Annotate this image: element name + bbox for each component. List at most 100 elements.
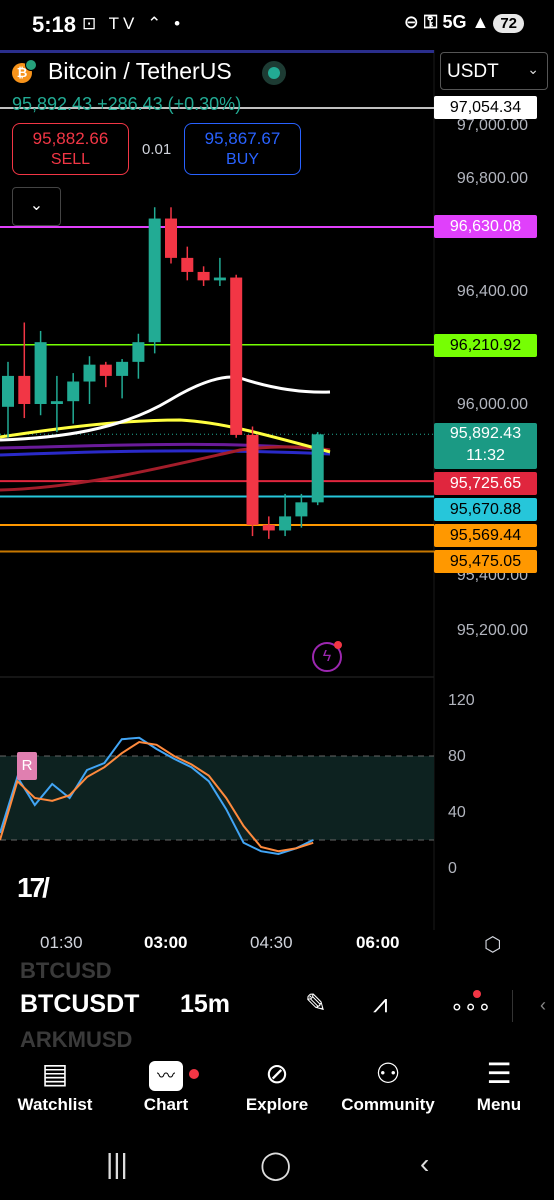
price-label-red: 95,725.65 — [434, 472, 537, 495]
candle-down — [181, 257, 194, 272]
signal-icons: ⊖ ⚿ 5G ▲ — [403, 12, 490, 32]
market-status-icon[interactable] — [262, 61, 286, 85]
compass-icon: ⊘ — [265, 1058, 289, 1089]
bottom-nav: ▤ Watchlist 〰 Chart ⊘ Explore ⚇ Communit… — [0, 1045, 554, 1125]
nav-label: Watchlist — [17, 1095, 93, 1114]
time-tick: 03:00 — [144, 933, 188, 952]
oscillator-k-line — [0, 736, 314, 856]
oscillator-d-line — [0, 740, 314, 853]
oscillator-tick: 0 — [448, 860, 457, 877]
buy-label: BUY — [226, 151, 259, 168]
price-label-orange: 95,569.44 — [434, 524, 537, 547]
last-price-label: 95,892.43 11:32 — [434, 423, 537, 469]
collapse-panel-button[interactable]: ⌄ — [12, 187, 61, 226]
candle-up — [116, 361, 129, 376]
spread-value: 0.01 — [142, 141, 172, 158]
candle-down — [246, 434, 259, 525]
last-price: 95,892.43 — [449, 425, 522, 442]
currency-value: USDT — [447, 61, 499, 82]
price-label-orange-2: 95,475.05 — [434, 550, 537, 573]
chevron-left-icon[interactable]: ‹ — [540, 995, 546, 1015]
status-time: 5:18 — [32, 12, 77, 37]
price-tick: 96,800.00 — [456, 170, 528, 187]
recent-apps-icon[interactable]: ||| — [106, 1148, 128, 1179]
next-symbol[interactable]: ARKMUSD — [20, 1027, 133, 1052]
price-tick: 96,400.00 — [456, 283, 528, 300]
replay-badge[interactable]: R — [17, 752, 37, 780]
time-tick: 06:00 — [356, 933, 400, 952]
candle-up — [50, 401, 63, 404]
ma-line-blue — [0, 449, 331, 457]
status-system-icons: ⊖ ⚿ 5G ▲ 72 — [404, 12, 524, 33]
price-change-quote: 95,892.43 +286.43 (+0.30%) — [12, 94, 242, 114]
notification-dot — [189, 1069, 199, 1079]
candle-up — [311, 434, 324, 503]
tether-icon — [25, 59, 37, 71]
notification-dot — [473, 990, 481, 998]
oscillator-tick: 120 — [448, 692, 475, 709]
price-label-top: 97,054.34 — [434, 96, 537, 119]
candle-up — [67, 381, 80, 402]
candle-up — [295, 502, 308, 517]
chevron-down-icon: ⌄ — [29, 197, 44, 214]
nav-menu[interactable]: ☰ Menu — [449, 1057, 549, 1115]
nav-watchlist[interactable]: ▤ Watchlist — [5, 1057, 105, 1115]
candle-up — [83, 364, 96, 382]
header-divider — [0, 50, 434, 53]
ma-line-red — [0, 445, 331, 492]
price-tick: 95,200.00 — [456, 622, 528, 639]
chart-icon: 〰 — [116, 1057, 216, 1095]
candle-up — [2, 375, 14, 407]
status-notification-icons: ⊡ TV ⌃ • — [82, 14, 185, 33]
candle-up — [148, 218, 161, 343]
nav-chart[interactable]: 〰 Chart — [116, 1057, 216, 1115]
ma-line-yellow — [0, 418, 331, 454]
price-label-magenta: 96,630.08 — [434, 215, 537, 238]
indicators-icon[interactable]: ⩘ — [373, 988, 388, 1018]
prev-symbol[interactable]: BTCUSD — [20, 958, 112, 983]
symbol-title[interactable]: Bitcoin / TetherUS — [48, 58, 232, 84]
buy-button[interactable]: 95,867.67 BUY — [184, 123, 301, 175]
nav-community[interactable]: ⚇ Community — [338, 1057, 438, 1115]
candle-down — [197, 271, 210, 281]
nav-explore[interactable]: ⊘ Explore — [227, 1057, 327, 1115]
candle-up — [34, 342, 47, 404]
notification-dot — [334, 641, 342, 649]
candle-down — [18, 375, 31, 404]
candle-up — [132, 342, 145, 362]
nav-label: Chart — [143, 1095, 189, 1114]
candle-down — [99, 364, 112, 376]
chart-settings-icon[interactable]: ⬡ — [484, 934, 502, 956]
current-symbol[interactable]: BTCUSDT — [20, 990, 140, 1018]
candle-up — [213, 277, 226, 281]
price-tick: 97,000.00 — [456, 117, 528, 134]
price-chart[interactable] — [0, 50, 554, 950]
candle-down — [230, 277, 243, 435]
candle-down — [262, 524, 275, 531]
menu-icon: ☰ — [486, 1058, 512, 1089]
price-label-green: 96,210.92 — [434, 334, 537, 357]
nav-label: Explore — [245, 1095, 309, 1114]
ma-line-white — [0, 375, 331, 442]
time-tick: 01:30 — [40, 933, 83, 952]
sell-price: 95,882.66 — [32, 129, 109, 148]
battery-icon: 72 — [493, 14, 524, 33]
oscillator-tick: 80 — [448, 748, 466, 765]
lightning-icon[interactable]: ϟ — [312, 642, 342, 672]
home-icon[interactable]: ◯ — [260, 1149, 292, 1180]
nav-label: Community — [341, 1095, 435, 1114]
candle-down — [165, 218, 177, 258]
oscillator-tick: 40 — [448, 804, 466, 821]
nav-label: Menu — [476, 1095, 522, 1114]
tradingview-logo: 17/ — [17, 872, 50, 903]
candle-up — [279, 516, 292, 531]
timeframe-select[interactable]: 15m — [180, 990, 231, 1018]
sell-label: SELL — [50, 151, 91, 168]
watchlist-icon: ▤ — [41, 1058, 69, 1089]
back-icon[interactable]: ‹ — [420, 1148, 430, 1179]
more-icon[interactable]: ∘∘∘ — [450, 994, 492, 1019]
sell-button[interactable]: 95,882.66 SELL — [12, 123, 129, 175]
price-label-cyan: 95,670.88 — [434, 498, 537, 521]
draw-icon[interactable]: ✎ — [305, 988, 327, 1018]
currency-select[interactable]: USDT ⌄ — [440, 52, 548, 90]
